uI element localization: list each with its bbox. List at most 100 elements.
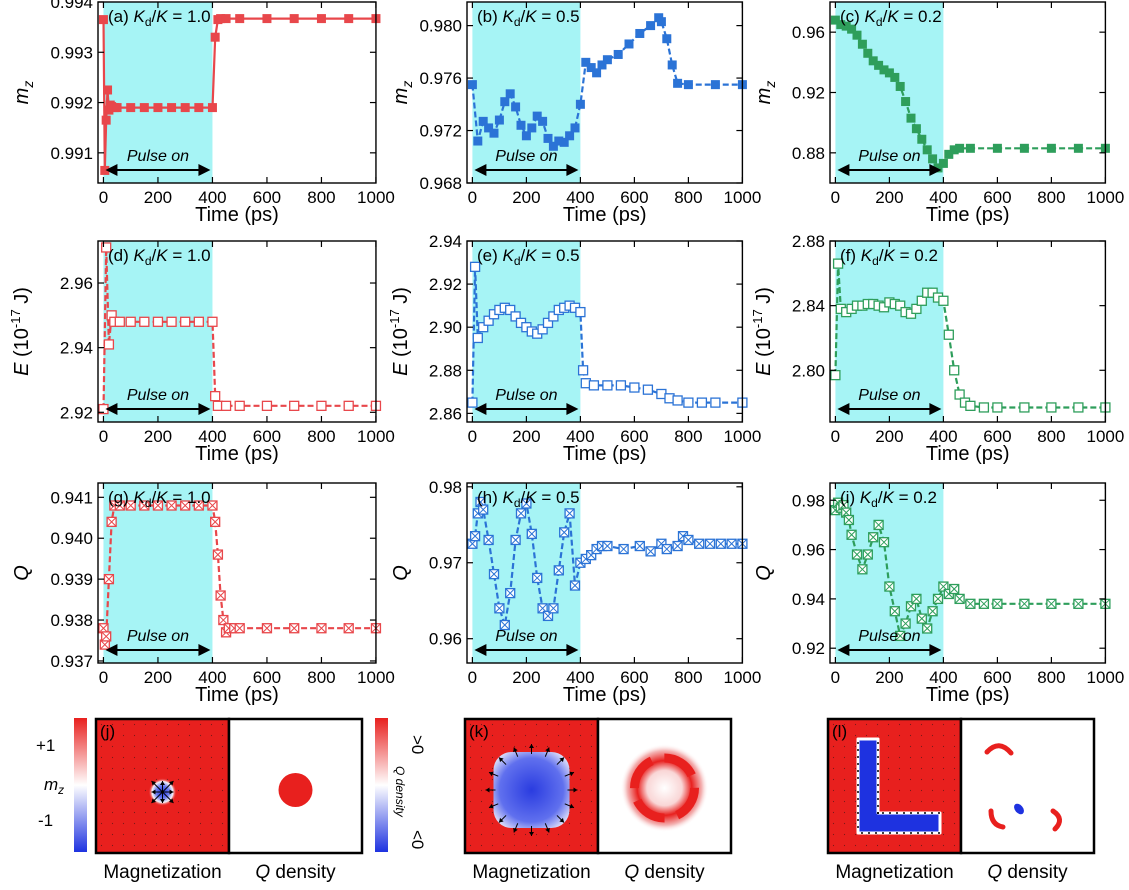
spin-dot — [199, 833, 202, 836]
symbol-d: d — [514, 15, 521, 29]
marker-cross — [526, 529, 537, 539]
spin-dot — [865, 844, 868, 847]
marker-cross — [213, 549, 223, 560]
spin-dot — [579, 822, 582, 825]
spin-dot — [133, 745, 136, 748]
spin-dot — [889, 812, 891, 814]
y-tick-label: 0.980 — [419, 17, 462, 36]
data-point — [1046, 402, 1057, 413]
ratio-value: = 0.5 — [537, 488, 580, 507]
data-point — [101, 242, 112, 253]
plots: 0 200 400 600 800 1000 0.991 0.992 0.993 0.994 Tim… — [8, 0, 1124, 706]
spin-arrow — [544, 747, 550, 757]
marker-cross — [343, 623, 354, 634]
data-point — [152, 500, 164, 511]
spin-dot — [887, 800, 890, 803]
panel-label: (b) Kd/K = 0.5 — [477, 7, 580, 29]
marker-box — [220, 400, 232, 411]
spin-dot — [857, 805, 859, 807]
marker-cross — [1019, 598, 1030, 609]
spin-dot — [221, 789, 224, 792]
y-axis-title: Q — [11, 565, 33, 581]
spin-dot — [920, 778, 923, 781]
spin-dot — [491, 844, 494, 847]
data-point — [114, 500, 125, 511]
marker-box — [916, 295, 927, 306]
y-axis-symbol: E — [11, 362, 33, 376]
arrow-head — [559, 817, 565, 823]
q-density-caption: Q density — [255, 862, 336, 883]
y-axis-symbol: E — [753, 362, 775, 376]
spin-dot — [953, 789, 956, 792]
marker-box — [672, 395, 683, 406]
data-point — [126, 103, 136, 113]
marker-box — [261, 400, 273, 411]
marker-box — [472, 332, 483, 344]
panel-letter: (e) — [477, 246, 503, 265]
data-point — [478, 504, 489, 515]
marker-box — [180, 316, 191, 327]
spin-dot — [920, 767, 923, 770]
magnetization-caption: Magnetization — [103, 862, 221, 883]
data-point — [852, 30, 862, 40]
x-axis-title: Time (ps) — [563, 684, 647, 706]
data-point — [344, 14, 354, 24]
spin-dot — [133, 844, 136, 847]
spin-dot — [865, 723, 868, 726]
marker-cross — [104, 574, 114, 584]
plot-frame — [466, 240, 744, 423]
spin-dot — [903, 812, 905, 814]
spin-dot — [931, 812, 933, 814]
data-point — [114, 316, 125, 327]
spin-dot — [188, 767, 191, 770]
data-point — [210, 390, 221, 402]
spin-dot — [920, 734, 923, 737]
spin-dot — [854, 745, 857, 748]
spin-dot — [579, 833, 582, 836]
spin-dot — [524, 745, 527, 748]
chart-panel-b: 0 200 400 600 800 1000 0.968 0.972 0.976 0.980 Tim… — [390, 1, 761, 226]
spin-dot — [177, 844, 180, 847]
spin-dot — [122, 745, 125, 748]
spin-dot — [889, 832, 891, 834]
spin-dot — [568, 756, 571, 759]
y-axis-symbol: Q — [753, 565, 775, 581]
arrow-head — [489, 803, 494, 809]
spin-dot — [887, 767, 890, 770]
data-point — [901, 97, 911, 107]
spin-dot — [177, 756, 180, 759]
x-tick-label: 0 — [831, 427, 840, 446]
spin-dot — [579, 778, 582, 781]
spin-dot — [909, 800, 912, 803]
spin-dot — [590, 833, 593, 836]
spin-dot — [931, 756, 934, 759]
spin-arrow — [567, 787, 578, 793]
data-point — [494, 603, 505, 614]
data-point — [554, 136, 564, 146]
spin-dot — [535, 844, 538, 847]
y-axis-title: mz — [753, 81, 778, 105]
symbol-k: K — [860, 488, 872, 507]
data-point — [510, 311, 521, 322]
data-point — [473, 136, 483, 146]
spin-dot — [910, 812, 912, 814]
x-tick-label: 1000 — [1086, 668, 1124, 687]
data-point — [215, 590, 226, 601]
spin-dot — [133, 756, 136, 759]
data-point — [261, 400, 273, 411]
marker-cross — [979, 598, 989, 609]
x-tick-label: 400 — [566, 188, 594, 207]
marker-cross — [470, 531, 480, 542]
spin-dot — [166, 723, 169, 726]
data-point — [505, 587, 516, 599]
data-point — [634, 540, 645, 552]
y-tick-label: 0.968 — [419, 174, 462, 193]
spin-dot — [579, 800, 582, 803]
spin-dot — [144, 789, 147, 792]
spin-dot — [122, 800, 125, 803]
spin-dot — [177, 723, 180, 726]
data-point — [832, 258, 844, 269]
symbol-k: K — [503, 7, 515, 26]
arrow-head — [513, 827, 518, 833]
marker-box — [152, 316, 164, 327]
